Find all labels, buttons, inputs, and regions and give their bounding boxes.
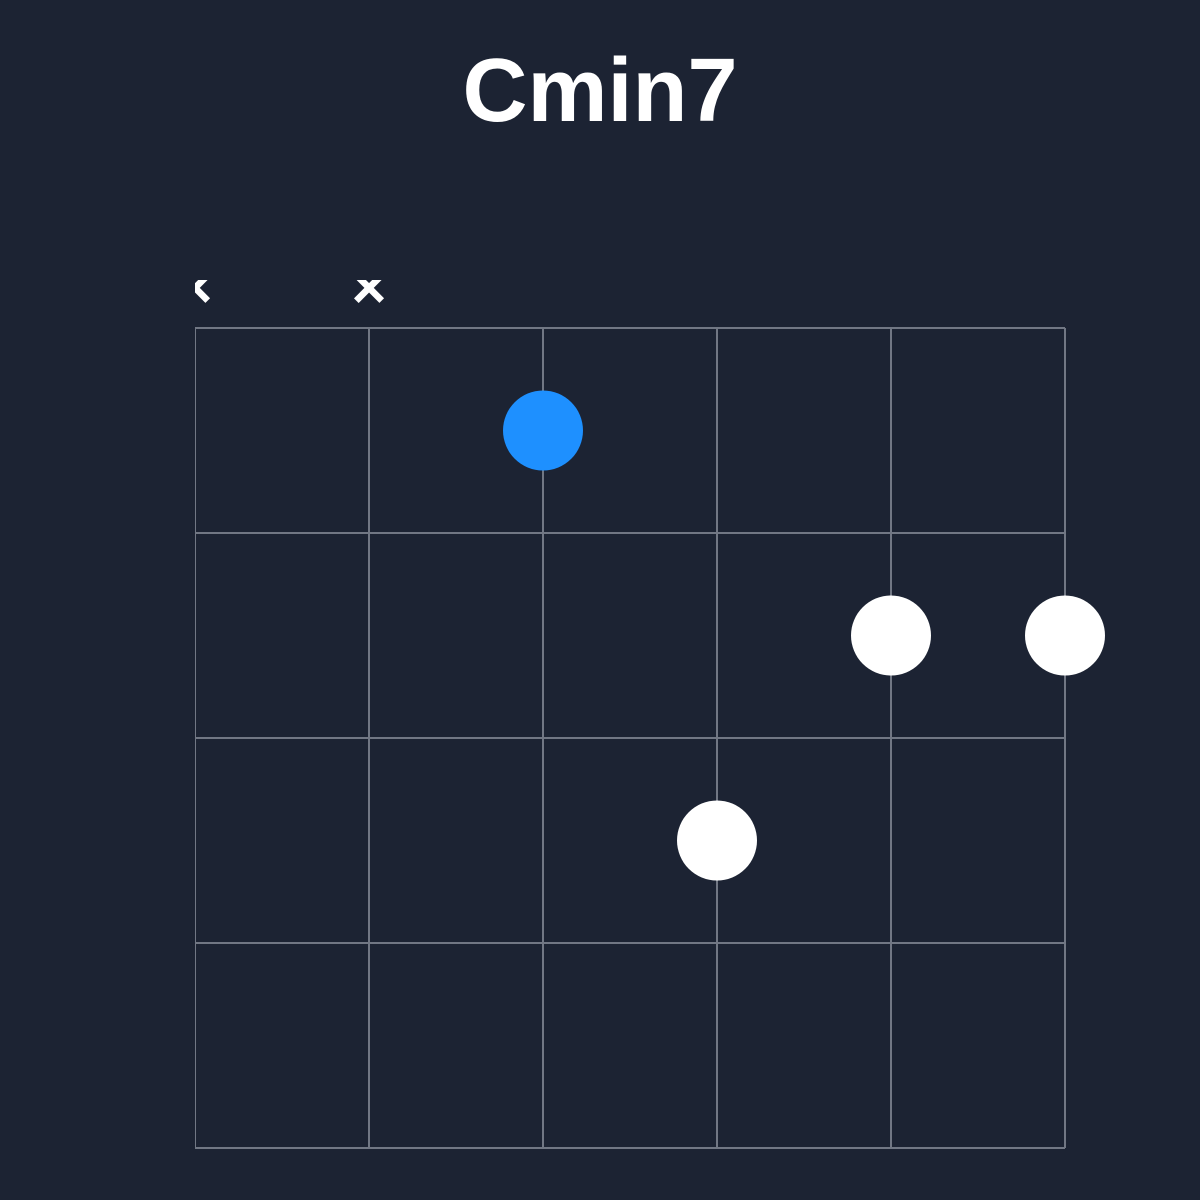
fretboard-diagram: 10×× <box>195 280 1135 1180</box>
fretboard-svg: 10×× <box>195 280 1135 1180</box>
svg-text:×: × <box>351 280 386 321</box>
svg-text:×: × <box>195 280 213 321</box>
chord-diagram-container: Cmin7 10×× <box>0 0 1200 1200</box>
chord-name-title: Cmin7 <box>0 40 1200 143</box>
